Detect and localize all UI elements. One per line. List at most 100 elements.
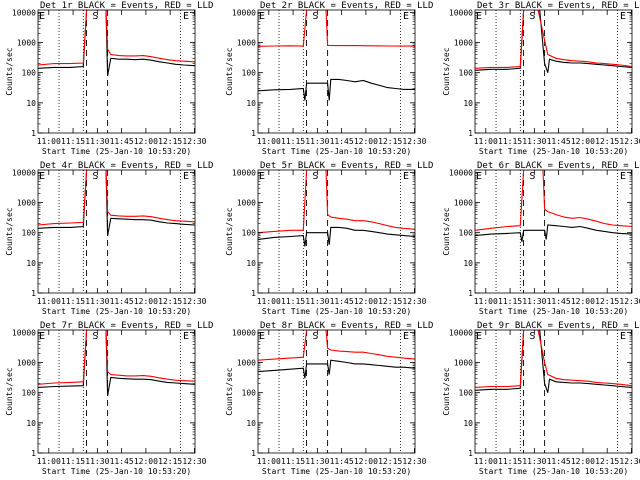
event-marker-label: S [529,171,535,182]
event-marker-label: E [183,11,189,22]
x-tick-label: 11:30 [305,297,329,306]
panel-title: Det 9r BLACK = Events, RED = LLD [477,321,640,331]
x-tick-label: 11:00 [474,297,498,306]
event-marker-label: S [92,331,98,342]
event-marker-label: S [312,11,318,22]
y-tick-label: 1000 [17,39,36,48]
y-tick-label: 100 [22,229,37,238]
event-marker-label: E [183,171,189,182]
y-tick-label: 1000 [17,199,36,208]
x-axis-label: Start Time (25-Jan-10 10:53:20) [479,307,628,316]
x-tick-label: 12:15 [595,297,619,306]
events-series-line [38,170,195,236]
panel-title: Det 1r BLACK = Events, RED = LLD [40,1,213,11]
x-axis-label: Start Time (25-Jan-10 10:53:20) [42,467,191,476]
x-axis-label: Start Time (25-Jan-10 10:53:20) [479,147,628,156]
events-series-line [258,78,415,101]
x-tick-label: 11:30 [305,457,329,466]
x-tick-label: 11:15 [61,457,85,466]
x-tick-label: 12:30 [402,137,426,146]
panel-title: Det 5r BLACK = Events, RED = LLD [260,161,433,171]
plot-frame [474,329,633,454]
x-tick-label: 11:30 [85,457,109,466]
x-tick-label: 12:30 [402,297,426,306]
x-tick-label: 11:45 [330,297,354,306]
x-tick-label: 11:15 [281,457,305,466]
x-tick-label: 11:45 [110,297,134,306]
x-tick-label: 12:15 [158,457,182,466]
x-tick-label: 11:15 [498,297,522,306]
event-marker-label: E [259,331,265,342]
x-axis-label: Start Time (25-Jan-10 10:53:20) [42,307,191,316]
event-marker-label: E [39,331,45,342]
x-tick-label: 12:15 [378,137,402,146]
x-tick-label: 11:00 [257,457,281,466]
y-tick-label: 1000 [237,39,256,48]
y-tick-label: 1000 [454,39,473,48]
x-tick-label: 12:15 [158,137,182,146]
y-tick-label: 1 [468,449,473,458]
y-tick-label: 10 [26,259,36,268]
y-tick-label: 10000 [449,328,473,337]
y-tick-label: 10 [26,419,36,428]
panel-title: Det 2r BLACK = Events, RED = LLD [260,1,433,11]
panel-title: Det 7r BLACK = Events, RED = LLD [40,321,213,331]
y-tick-label: 10 [463,419,473,428]
plot-frame [37,169,196,294]
x-tick-label: 11:15 [61,137,85,146]
x-axis-label: Start Time (25-Jan-10 10:53:20) [479,467,628,476]
lld-series-line [258,10,415,47]
x-tick-label: 11:45 [330,137,354,146]
x-tick-label: 12:30 [402,457,426,466]
lld-series-line [475,330,632,388]
plot-frame [37,329,196,454]
event-marker-label: E [403,331,409,342]
events-series-line [258,226,415,247]
y-tick-label: 1 [251,129,256,138]
x-tick-label: 12:15 [378,297,402,306]
x-tick-label: 12:00 [354,137,378,146]
events-series-line [475,330,632,393]
event-marker-label: S [92,171,98,182]
event-marker-label: E [39,11,45,22]
events-series-line [38,10,195,76]
x-tick-label: 11:45 [110,137,134,146]
x-tick-label: 12:15 [158,297,182,306]
y-tick-label: 10000 [232,168,256,177]
x-tick-label: 11:15 [61,297,85,306]
x-tick-label: 11:00 [474,457,498,466]
x-tick-label: 12:00 [571,457,595,466]
x-tick-label: 11:00 [37,457,61,466]
x-tick-label: 11:00 [257,137,281,146]
y-tick-label: 10000 [449,168,473,177]
y-tick-label: 100 [22,69,37,78]
event-marker-label: S [529,11,535,22]
x-tick-label: 12:00 [571,137,595,146]
y-tick-label: 100 [242,229,257,238]
x-tick-label: 12:30 [182,297,206,306]
lld-series-line [258,330,415,361]
x-tick-label: 11:00 [37,137,61,146]
x-tick-label: 12:00 [134,297,158,306]
y-tick-label: 1 [31,129,36,138]
y-tick-label: 1000 [17,359,36,368]
y-tick-label: 100 [242,389,257,398]
events-series-line [475,10,632,73]
x-tick-label: 12:00 [134,137,158,146]
y-tick-label: 100 [22,389,37,398]
y-axis-label: Counts/sec [442,367,451,415]
y-tick-label: 100 [459,69,474,78]
panel-title: Det 8r BLACK = Events, RED = LLD [260,321,433,331]
event-marker-label: S [312,331,318,342]
lld-series-line [38,10,195,66]
y-tick-label: 10000 [12,8,36,17]
panel-title: Det 3r BLACK = Events, RED = LLD [477,1,640,11]
event-marker-label: E [259,11,265,22]
event-marker-label: S [529,331,535,342]
lld-series-line [38,330,195,385]
